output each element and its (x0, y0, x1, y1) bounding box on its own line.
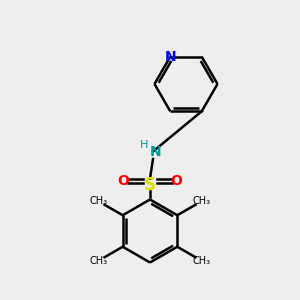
Text: O: O (118, 174, 130, 188)
Text: CH₃: CH₃ (90, 256, 108, 266)
Text: N: N (164, 50, 176, 64)
Text: S: S (144, 176, 156, 194)
Text: CH₃: CH₃ (192, 196, 210, 206)
Text: CH₃: CH₃ (90, 196, 108, 206)
Text: H: H (140, 140, 148, 151)
Text: O: O (170, 174, 182, 188)
Text: CH₃: CH₃ (192, 256, 210, 266)
Text: N: N (150, 145, 161, 158)
